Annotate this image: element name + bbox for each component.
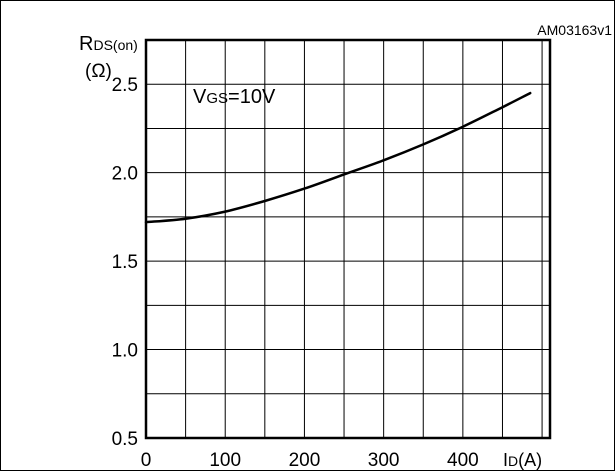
x-axis-label-main: I bbox=[503, 450, 508, 470]
figure-id: AM03163v1 bbox=[537, 22, 612, 38]
tick-labels: 0 100 200 300 400 0.5 1.0 1.5 2.0 2.5 bbox=[112, 75, 479, 471]
vgs-annotation-value: =10V bbox=[228, 86, 276, 108]
y-tick-label: 1.5 bbox=[112, 252, 138, 273]
plot-area-border bbox=[144, 38, 552, 440]
y-axis-unit: (Ω) bbox=[85, 61, 112, 82]
y-axis-label-sub: DS(on) bbox=[93, 37, 137, 53]
x-axis-label: ID(A) bbox=[503, 450, 542, 470]
x-tick-label: 100 bbox=[209, 450, 241, 471]
y-tick-label: 0.5 bbox=[112, 429, 138, 450]
series-layer bbox=[144, 91, 532, 224]
x-tick-label: 0 bbox=[141, 450, 152, 471]
rds-on-curve bbox=[144, 91, 532, 224]
vgs-annotation: VGS=10V bbox=[193, 86, 276, 108]
y-tick-label: 2.0 bbox=[112, 164, 138, 185]
x-axis-unit: (A) bbox=[518, 450, 542, 470]
vgs-annotation-sub: GS bbox=[206, 90, 228, 107]
x-tick-label: 400 bbox=[447, 450, 479, 471]
y-axis-label: RDS(on) bbox=[79, 33, 138, 55]
y-tick-label: 2.5 bbox=[112, 75, 138, 96]
vgs-annotation-main: V bbox=[193, 86, 207, 108]
x-axis-label-sub: D bbox=[508, 453, 518, 469]
x-tick-label: 300 bbox=[368, 450, 400, 471]
y-axis-label-main: R bbox=[79, 33, 93, 55]
y-tick-label: 1.0 bbox=[112, 341, 138, 362]
x-tick-label: 200 bbox=[289, 450, 321, 471]
